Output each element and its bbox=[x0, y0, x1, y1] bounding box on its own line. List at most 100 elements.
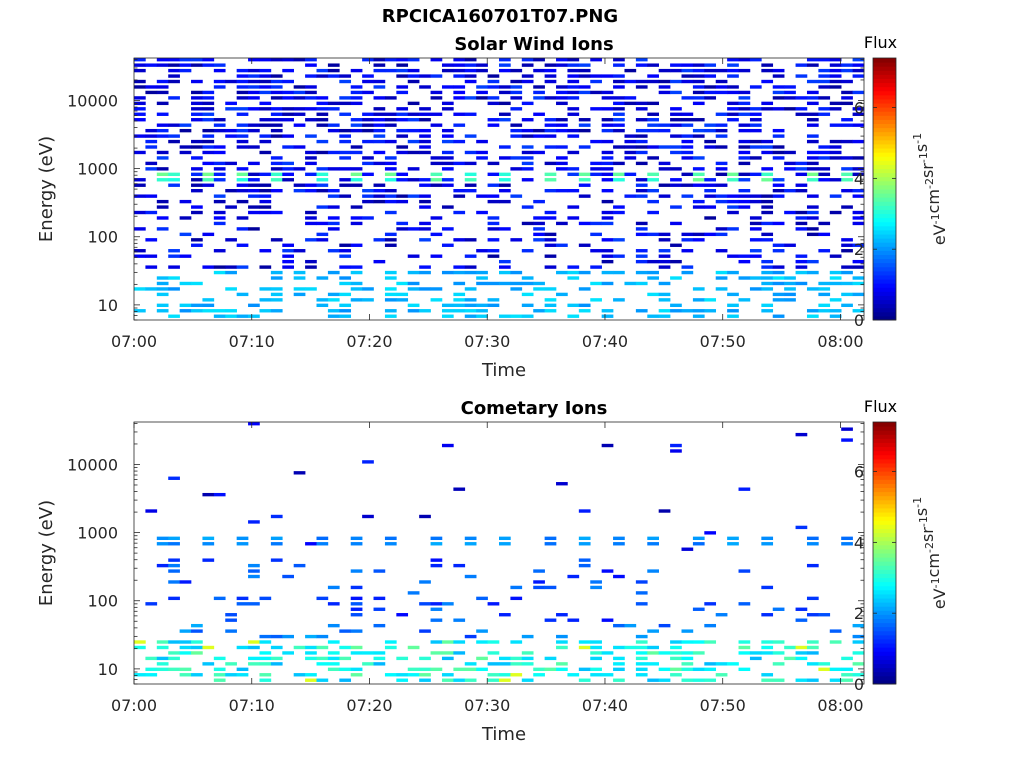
heatmap-cell bbox=[134, 645, 146, 650]
heatmap-cell bbox=[578, 145, 591, 149]
heatmap-cell bbox=[179, 123, 192, 127]
heatmap-cell bbox=[567, 150, 580, 155]
x-tick-label: 07:50 bbox=[700, 332, 746, 351]
heatmap-cell bbox=[339, 667, 352, 672]
heatmap-cell bbox=[316, 167, 329, 171]
heatmap-cell bbox=[202, 542, 215, 546]
heatmap-cell bbox=[590, 139, 602, 144]
heatmap-cell bbox=[134, 673, 146, 677]
heatmap-cell bbox=[761, 651, 774, 655]
heatmap-cell bbox=[464, 303, 477, 308]
heatmap-cell bbox=[213, 68, 226, 73]
heatmap-cell bbox=[396, 112, 409, 116]
heatmap-cell bbox=[179, 232, 192, 237]
heatmap-cell bbox=[236, 96, 249, 100]
heatmap-cell bbox=[476, 640, 488, 644]
heatmap-cell bbox=[327, 68, 340, 73]
heatmap-cell bbox=[590, 79, 602, 84]
heatmap-cell bbox=[156, 276, 169, 280]
heatmap-cell bbox=[464, 150, 477, 155]
heatmap-cell bbox=[727, 542, 739, 546]
heatmap-cell bbox=[533, 585, 545, 590]
heatmap-cell bbox=[521, 161, 534, 166]
heatmap-cell bbox=[384, 156, 397, 160]
heatmap-cell bbox=[156, 281, 169, 286]
heatmap-cell bbox=[316, 205, 329, 209]
heatmap-cell bbox=[692, 167, 705, 171]
heatmap-cell bbox=[521, 678, 534, 682]
heatmap-cell bbox=[738, 651, 751, 655]
heatmap-cell bbox=[601, 90, 614, 95]
heatmap-cell bbox=[772, 183, 785, 187]
heatmap-cell bbox=[510, 107, 523, 111]
heatmap-cell bbox=[305, 542, 317, 546]
heatmap-cell bbox=[202, 161, 215, 166]
heatmap-cell bbox=[556, 640, 568, 644]
heatmap-cell bbox=[270, 656, 283, 661]
heatmap-cell bbox=[384, 199, 397, 204]
heatmap-cell bbox=[715, 90, 728, 95]
heatmap-cell bbox=[544, 303, 557, 308]
heatmap-cell bbox=[419, 270, 431, 275]
heatmap-cell bbox=[738, 667, 751, 672]
heatmap-cell bbox=[727, 107, 739, 111]
heatmap-cell bbox=[658, 79, 671, 84]
heatmap-cell bbox=[533, 667, 545, 672]
heatmap-cell bbox=[806, 259, 819, 264]
heatmap-cell bbox=[806, 150, 819, 155]
colorbar-segment bbox=[873, 270, 896, 276]
heatmap-cell bbox=[396, 74, 409, 78]
heatmap-cell bbox=[213, 249, 226, 253]
heatmap-cell bbox=[236, 314, 249, 318]
heatmap-cell bbox=[316, 150, 329, 155]
heatmap-cell bbox=[806, 134, 819, 138]
heatmap-cell bbox=[487, 238, 500, 242]
heatmap-cell bbox=[681, 79, 694, 84]
heatmap-cell bbox=[179, 629, 192, 633]
heatmap-cell bbox=[384, 243, 397, 247]
heatmap-cell bbox=[613, 123, 625, 127]
heatmap-cell bbox=[145, 509, 158, 513]
heatmap-cell bbox=[350, 216, 363, 220]
heatmap-cell bbox=[168, 172, 180, 177]
heatmap-cell bbox=[556, 167, 568, 171]
y-tick-label: 1000 bbox=[77, 160, 118, 179]
heatmap-cell bbox=[179, 303, 192, 308]
heatmap-cell bbox=[476, 90, 488, 95]
heatmap-cell bbox=[704, 667, 717, 672]
heatmap-cell bbox=[829, 254, 842, 258]
heatmap-cell bbox=[339, 645, 352, 650]
heatmap-cell bbox=[339, 303, 352, 308]
heatmap-cell bbox=[339, 128, 352, 133]
heatmap-cell bbox=[852, 107, 865, 111]
heatmap-cell bbox=[613, 85, 625, 89]
heatmap-cell bbox=[510, 134, 523, 138]
heatmap-cell bbox=[772, 281, 785, 286]
heatmap-cell bbox=[327, 221, 340, 226]
colorbar-tick-label: 2 bbox=[854, 240, 864, 259]
heatmap-cell bbox=[806, 96, 819, 100]
heatmap-cell bbox=[613, 298, 625, 302]
heatmap-cells bbox=[134, 422, 865, 682]
heatmap-cell bbox=[521, 128, 534, 133]
heatmap-cell bbox=[795, 74, 808, 78]
heatmap-cell bbox=[635, 85, 648, 89]
heatmap-cell bbox=[624, 172, 637, 177]
heatmap-cell bbox=[738, 205, 751, 209]
heatmap-cell bbox=[248, 74, 260, 78]
heatmap-cell bbox=[681, 112, 694, 116]
heatmap-cell bbox=[761, 585, 774, 590]
heatmap-cell bbox=[670, 449, 682, 453]
unit-exponent: -1 bbox=[917, 516, 930, 527]
heatmap-cell bbox=[384, 238, 397, 242]
heatmap-cell bbox=[191, 651, 203, 655]
heatmap-cell bbox=[236, 227, 249, 231]
heatmap-cell bbox=[305, 107, 317, 111]
heatmap-cell bbox=[544, 254, 557, 258]
heatmap-cell bbox=[487, 298, 500, 302]
heatmap-cell bbox=[327, 194, 340, 198]
heatmap-cell bbox=[419, 227, 431, 231]
colorbar-segment bbox=[873, 520, 896, 525]
heatmap-cell bbox=[327, 640, 340, 644]
colorbar-segment bbox=[873, 458, 896, 464]
